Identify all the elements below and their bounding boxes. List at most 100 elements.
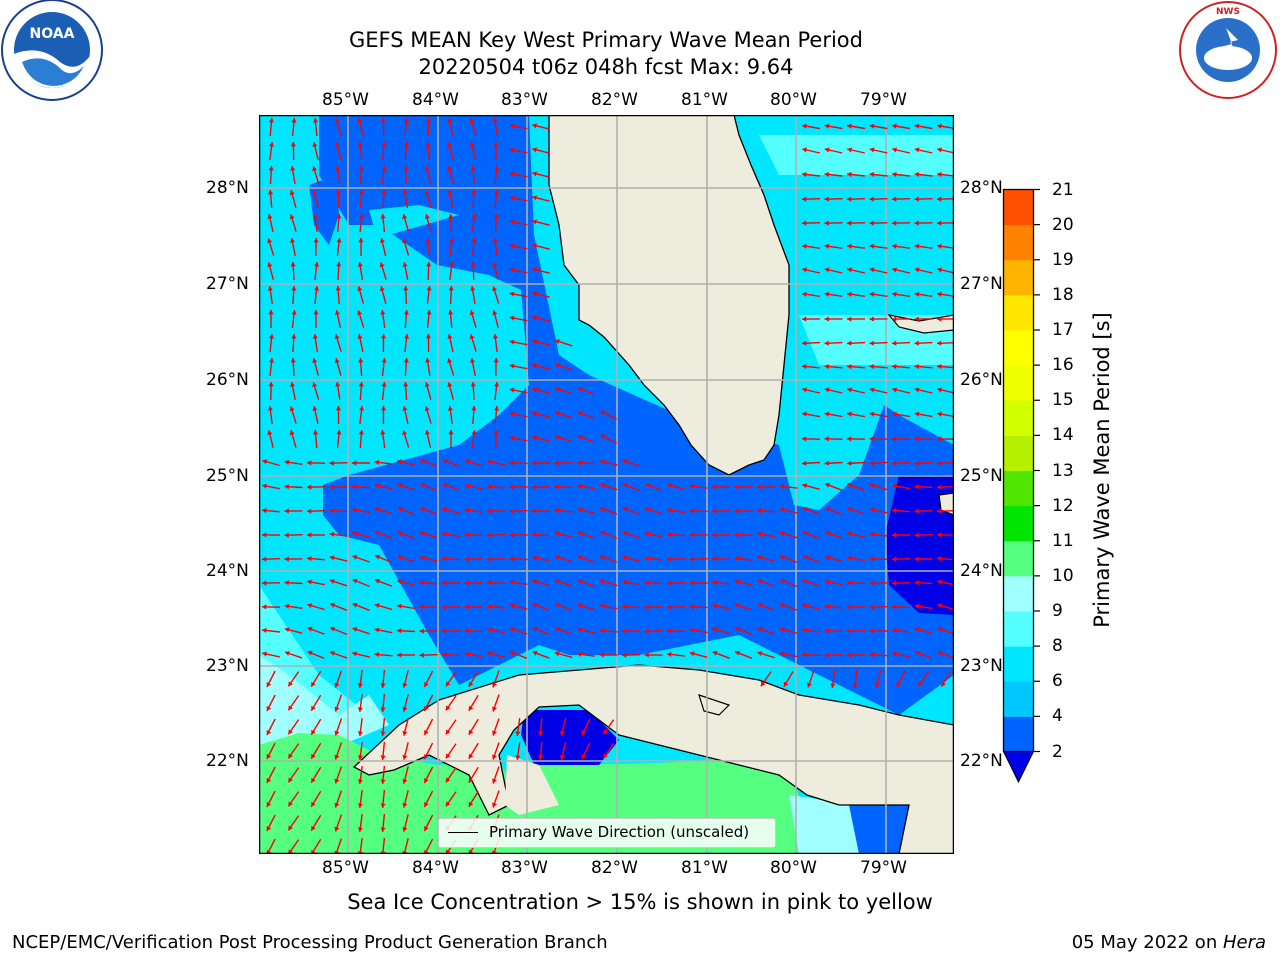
wave-arrow-head: [336, 430, 342, 435]
wave-arrow-head: [532, 411, 537, 417]
wave-arrow-head: [532, 339, 537, 345]
wave-arrow-head: [689, 556, 694, 562]
wave-arrow-head: [600, 506, 605, 512]
wave-arrow-head: [937, 411, 942, 417]
wave-arrow-head: [892, 604, 897, 610]
wave-arrow-head: [937, 267, 942, 273]
colorbar-tick-label: 9: [1052, 601, 1063, 621]
wave-arrow-head: [538, 731, 544, 736]
wave-arrow-head: [937, 364, 942, 370]
wave-arrow-head: [329, 579, 335, 584]
wave-arrow-head: [402, 406, 408, 411]
wave-arrow-head: [824, 555, 830, 561]
colorbar-tick-label: 21: [1052, 179, 1074, 200]
wave-arrow-head: [492, 778, 497, 784]
wave-arrow-head: [493, 430, 499, 435]
wave-arrow-head: [577, 386, 583, 392]
wave-arrow-head: [380, 755, 386, 760]
wave-arrow-head: [329, 555, 335, 561]
wave-arrow-head: [734, 508, 739, 514]
colorbar-segment: [1003, 435, 1034, 471]
colorbar-segment: [1003, 224, 1034, 261]
wave-arrow-head: [380, 707, 386, 712]
wave-arrow-head: [802, 507, 808, 512]
wave-arrow-head: [802, 579, 808, 584]
wave-arrow-head: [509, 556, 514, 562]
wave-arrow-head: [869, 291, 875, 297]
wave-arrow-head: [510, 627, 515, 632]
wave-arrow-head: [532, 291, 537, 297]
wave-arrow-head: [424, 382, 430, 388]
wave-arrow-head: [554, 363, 560, 368]
wave-arrow-head: [509, 123, 515, 129]
wave-arrow-head: [262, 459, 268, 465]
wave-arrow-head: [532, 626, 538, 632]
wave-arrow-head: [424, 406, 430, 412]
wave-arrow-head: [937, 220, 942, 226]
wave-arrow-head: [425, 430, 430, 435]
wave-arrow-head: [358, 238, 364, 243]
wave-arrow-head: [425, 358, 431, 363]
wave-arrow-head: [267, 430, 273, 436]
wave-arrow-head: [442, 556, 447, 562]
wave-arrow-head: [329, 508, 334, 514]
wave-arrow-head: [262, 556, 267, 562]
wave-arrow-head: [581, 730, 587, 735]
wave-arrow-head: [869, 220, 874, 226]
lat-tick-right: 28°N: [960, 178, 1003, 198]
wave-arrow-head: [493, 358, 499, 363]
wave-arrow-head: [314, 262, 320, 267]
wave-arrow-head: [375, 578, 380, 584]
wave-arrow-head: [442, 652, 447, 658]
wave-arrow-head: [554, 460, 559, 466]
wave-arrow-head: [445, 753, 451, 759]
wave-arrow-head: [424, 778, 429, 783]
wave-arrow-head: [352, 578, 358, 584]
wave-arrow-head: [307, 532, 312, 538]
wave-arrow-head: [311, 777, 316, 783]
wave-arrow-head: [397, 555, 403, 560]
period-lt2-region: [885, 475, 954, 615]
wave-arrow-head: [448, 286, 454, 291]
wave-arrow-head: [824, 411, 830, 417]
wave-arrow-head: [464, 580, 469, 586]
wave-arrow-head: [914, 364, 919, 370]
wave-arrow-head: [847, 652, 852, 658]
wave-arrow-head: [267, 406, 273, 411]
wave-arrow-head: [757, 626, 763, 632]
wave-arrow-head: [357, 803, 363, 808]
wave-arrow-head: [802, 411, 807, 417]
wave-arrow-head: [892, 220, 897, 226]
colorbar-segment: [1003, 400, 1034, 436]
footer-date-text: 05 May 2022 on: [1071, 932, 1223, 953]
wave-arrow-head: [892, 123, 897, 129]
wave-arrow-head: [847, 531, 853, 537]
colorbar-segment: [1003, 189, 1034, 226]
wave-arrow-head: [380, 118, 386, 123]
wave-arrow-head: [307, 650, 313, 656]
lat-tick-left: 28°N: [206, 178, 249, 198]
wave-arrow-head: [779, 507, 785, 513]
wave-arrow-head: [645, 482, 650, 488]
wave-arrow-head: [404, 334, 410, 339]
wave-arrow-head: [554, 339, 560, 344]
wave-arrow-head: [312, 406, 318, 411]
wave-arrow-head: [937, 171, 942, 178]
wave-arrow-head: [735, 650, 741, 656]
wave-arrow-head: [603, 729, 608, 735]
wave-arrow-head: [352, 627, 358, 632]
wave-arrow-head: [509, 603, 515, 609]
wave-arrow-head: [577, 483, 582, 489]
wave-arrow-head: [779, 627, 785, 633]
wave-arrow-head: [599, 603, 605, 609]
wave-arrow-head: [892, 532, 897, 538]
colorbar: [1002, 188, 1040, 784]
wave-arrow-head: [268, 166, 274, 171]
wave-arrow-head: [577, 531, 583, 536]
wave-arrow-head: [847, 387, 852, 393]
wave-arrow-head: [824, 316, 829, 322]
legend-label: Primary Wave Direction (unscaled): [489, 823, 750, 841]
wave-arrow-head: [644, 580, 649, 586]
wave-arrow-head: [375, 554, 381, 560]
wave-arrow-head: [869, 147, 875, 153]
